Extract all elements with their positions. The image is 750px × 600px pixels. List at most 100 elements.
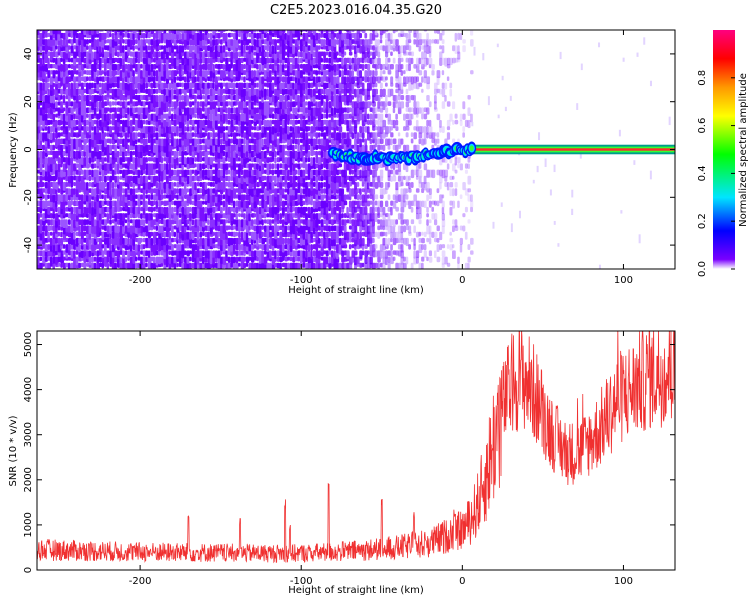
spectrogram-cell	[261, 163, 265, 171]
spectrogram-cell	[253, 70, 256, 77]
spectrogram-cell	[39, 250, 43, 257]
spectrogram-cell	[189, 126, 193, 132]
spectrogram-cell	[274, 157, 277, 164]
spectrogram-cell	[134, 39, 138, 45]
spectrogram-cell	[294, 138, 298, 145]
spectrogram-cell	[57, 70, 62, 78]
spectrogram-cell	[88, 113, 92, 123]
spectrogram-cell	[220, 39, 223, 45]
spectrogram-cell	[67, 206, 72, 212]
spectrogram-cell	[230, 138, 234, 144]
spectrogram-cell	[207, 113, 210, 121]
spectrogram-cell	[140, 150, 143, 159]
spectrogram-cell	[129, 88, 133, 98]
spectrogram-cell	[168, 206, 172, 216]
spectrogram-cell	[361, 126, 365, 133]
spectrogram-cell	[114, 101, 118, 106]
spectrogram-cell	[101, 144, 105, 153]
spectrogram-cell	[336, 225, 339, 233]
spectrogram-cell	[336, 70, 339, 76]
spectrogram-cell	[155, 101, 159, 108]
spectrogram-cell	[147, 144, 151, 151]
spectrogram-cell	[150, 88, 154, 95]
spectrogram-cell	[101, 262, 105, 269]
spectrogram-cell	[214, 30, 218, 32]
spectrogram-cell	[269, 244, 272, 250]
spectrogram-cell	[155, 200, 158, 209]
spectrogram-cell	[132, 262, 136, 269]
spectrogram-cell	[67, 132, 71, 141]
spectrogram-cell	[73, 95, 77, 101]
spectrogram-cell	[104, 182, 107, 188]
spectrogram-cell	[91, 119, 95, 127]
spectrogram-cell	[171, 45, 174, 53]
spectrogram-cell	[250, 45, 254, 53]
spectrogram-cell	[338, 200, 342, 207]
spectrogram-cell	[132, 194, 136, 203]
spectrogram-cell	[240, 231, 244, 241]
spectrogram-cell	[150, 70, 153, 78]
spectrogram-cell	[116, 113, 121, 123]
spectrogram-cell	[65, 194, 69, 202]
spectrogram-noise	[37, 30, 671, 269]
spectrogram-cell	[299, 237, 303, 246]
spectrogram-cell	[299, 57, 303, 64]
spectrogram-cell	[88, 163, 92, 168]
spectrogram-cell	[343, 107, 347, 113]
spectrogram-cell	[109, 113, 112, 120]
spectrogram-cell	[142, 132, 146, 139]
spectrogram-cell	[88, 39, 92, 44]
spectrogram-cell	[134, 32, 139, 39]
spectrogram-cell	[346, 82, 350, 89]
spectrogram-cell	[356, 132, 360, 142]
spectrogram-cell	[114, 250, 118, 257]
spectrogram-cell	[158, 119, 162, 126]
spectrogram-cell	[111, 169, 115, 177]
spectrogram-cell	[281, 32, 285, 40]
spectrogram-cell	[320, 107, 324, 113]
spectrogram-cell	[98, 95, 102, 102]
spectrogram-cell	[60, 126, 64, 131]
spectrogram-cell	[155, 175, 159, 182]
spectrogram-cell	[325, 119, 329, 127]
spectrogram-cell	[364, 57, 368, 63]
spectrogram-cell	[132, 101, 136, 107]
spectrogram-cell	[284, 169, 287, 177]
spectrogram-cell	[369, 213, 373, 222]
spectrogram-cell	[271, 225, 275, 234]
spectrogram-cell	[52, 95, 55, 104]
spectrogram-cell	[106, 132, 110, 137]
spectrogram-cell	[354, 182, 358, 190]
spectrogram-cell	[96, 225, 100, 234]
spectrogram-cell	[49, 194, 53, 203]
spectrogram-cell	[266, 76, 270, 83]
spectrogram-cell	[134, 244, 138, 253]
spectrogram-cell	[62, 39, 66, 47]
spectrogram-cell	[101, 88, 105, 95]
spectrogram-cell	[243, 144, 246, 154]
spectrogram-cell	[158, 256, 162, 265]
spectrogram-cell	[37, 144, 41, 151]
spectrogram-cell	[204, 194, 207, 202]
spectrogram-cell	[250, 250, 254, 258]
spectrogram-cell	[317, 57, 321, 67]
spectrogram-cell	[235, 250, 239, 257]
spectrogram-cell	[284, 101, 287, 110]
spectrogram-cell	[163, 244, 167, 253]
spectrogram-cell	[52, 182, 56, 189]
spectrogram-cell	[220, 250, 223, 256]
spectrogram-cell	[165, 206, 169, 215]
spectrogram-cell	[230, 95, 234, 101]
spectrogram-cell	[196, 225, 200, 233]
spectrogram-cell	[320, 113, 324, 120]
spectrogram-cell	[124, 175, 129, 183]
spectrogram-cell	[312, 76, 316, 85]
spectrogram-cell	[176, 150, 179, 158]
spectrogram-cell	[232, 82, 236, 90]
spectrogram-cell	[134, 57, 138, 64]
spectrogram-cell	[65, 175, 69, 182]
spectrogram-cell	[269, 70, 272, 79]
spectrogram-cell	[153, 95, 157, 103]
spectrogram-cell	[134, 237, 139, 243]
spectrogram-cell	[256, 119, 260, 125]
